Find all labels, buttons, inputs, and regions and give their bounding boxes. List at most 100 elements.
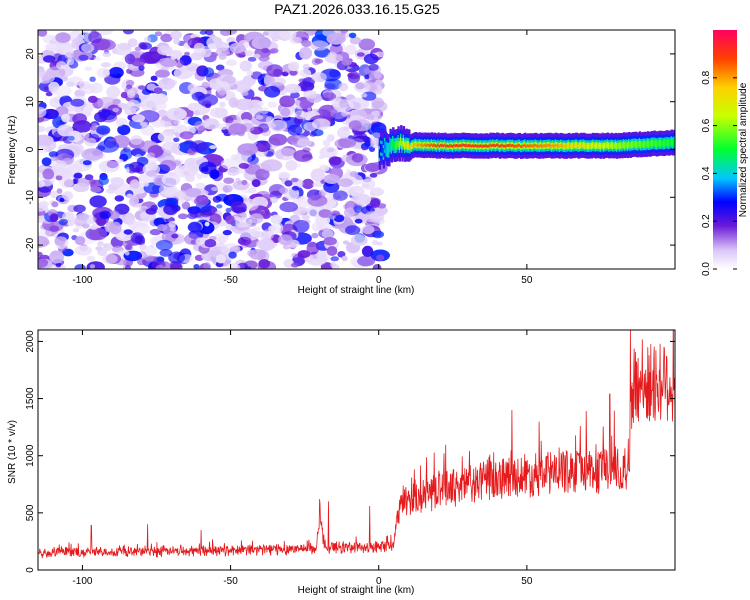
spectrogram-cell	[84, 66, 93, 71]
snr-xlabel: Height of straight line (km)	[298, 585, 415, 596]
spectrogram-cell	[43, 55, 56, 63]
spectrogram-cell	[187, 221, 202, 233]
spectrogram-ridge-cell	[630, 143, 634, 147]
spectrogram-cell	[314, 58, 324, 64]
spectrogram-ridge-cell	[608, 144, 611, 148]
spectrogram-cell	[247, 155, 259, 165]
spectrogram-cell	[202, 118, 220, 130]
spectrogram-cell	[261, 159, 283, 172]
spectrogram-cell	[124, 251, 130, 256]
spectrogram-ridge-cell	[461, 143, 464, 147]
spectrogram-cell	[181, 201, 191, 210]
spectrogram-ridge-cell	[626, 144, 630, 148]
spectrogram-cell	[187, 83, 198, 93]
spectrogram-ridge-cell	[489, 143, 492, 147]
spectrogram-cell	[157, 131, 174, 143]
spectrogram-cell	[211, 186, 219, 192]
spectrogram-ridge-cell	[540, 143, 543, 147]
spectrogram-cell	[318, 189, 328, 197]
spectrogram-cell	[72, 228, 80, 233]
colorbar-tick-label: 0.2	[701, 214, 712, 228]
colorbar-ticks: 0.0 0.2 0.4 0.6 0.8	[701, 70, 737, 276]
spectrogram-ylabel: Frequency (Hz)	[7, 116, 18, 185]
spectrogram-ytick-label: -20	[25, 237, 36, 252]
spectrogram-cell	[72, 113, 87, 125]
spectrogram-ridge-cell	[449, 144, 452, 148]
spectrogram-cell	[38, 125, 46, 133]
spectrogram-cell	[218, 90, 226, 96]
spectrogram-cell	[74, 264, 86, 269]
spectrogram-cell	[370, 198, 381, 208]
spectrogram-cell	[346, 168, 351, 173]
snr-ytick-label: 1000	[25, 444, 36, 467]
spectrogram-ridge-cell	[521, 144, 524, 148]
spectrogram-cell	[185, 187, 202, 198]
spectrogram-cell	[324, 78, 343, 90]
spectrogram-ridge-cell	[389, 143, 392, 147]
spectrogram-ridge-cell	[541, 144, 544, 148]
spectrogram-cell	[120, 148, 133, 160]
spectrogram-ridge-cell	[565, 144, 568, 148]
spectrogram-ridge-cell	[504, 144, 507, 148]
spectrogram-cell	[86, 255, 96, 261]
spectrogram-cell	[130, 135, 143, 146]
spectrogram-cell	[108, 67, 124, 79]
spectrogram-ridge-cell	[382, 150, 386, 155]
spectrogram-cell	[140, 212, 149, 218]
spectrogram-ridge-cell	[554, 143, 558, 147]
spectrogram-cell	[170, 54, 177, 60]
spectrogram-cell	[227, 168, 240, 176]
spectrogram-cell	[38, 202, 48, 212]
spectrogram-cell	[341, 255, 348, 262]
spectrogram-cell	[299, 46, 313, 60]
spectrogram-ridge-cell	[613, 144, 616, 148]
spectrogram-cell	[123, 229, 133, 235]
spectrogram-cell	[86, 261, 105, 269]
spectrogram-cell	[43, 86, 49, 91]
spectrogram-ridge-cell	[536, 144, 539, 148]
spectrogram-cell	[293, 149, 313, 162]
spectrogram-ridge-cell	[657, 142, 660, 145]
spectrogram-ridge-cell	[500, 144, 503, 148]
spectrogram-cell	[38, 71, 56, 84]
spectrogram-cell	[347, 71, 361, 80]
spectrogram-ridge-cell	[524, 143, 527, 147]
spectrogram-ridge-cell	[596, 143, 599, 147]
spectrogram-cell	[372, 264, 382, 269]
spectrogram-cell	[173, 119, 181, 125]
spectrogram-cell	[194, 102, 201, 108]
spectrogram-cell	[310, 168, 326, 182]
spectrogram-cell	[140, 51, 161, 64]
spectrogram-xlabel: Height of straight line (km)	[298, 285, 415, 296]
spectrogram-ridge-cell	[444, 143, 447, 147]
spectrogram-cell	[108, 221, 122, 235]
spectrogram-cell	[54, 235, 66, 246]
spectrogram-ridge-cell	[381, 146, 384, 151]
spectrogram-cell	[326, 134, 335, 142]
spectrogram-cell	[292, 196, 313, 208]
spectrogram-cell	[275, 147, 297, 161]
spectrogram-cell	[278, 234, 293, 246]
spectrogram-cell	[178, 199, 186, 204]
spectrogram-ridge-cell	[477, 144, 480, 148]
spectrogram-cell	[124, 244, 133, 251]
spectrogram-cell	[146, 100, 156, 109]
spectrogram-cell	[229, 264, 241, 269]
spectrogram-ridge-cell	[434, 144, 438, 148]
spectrogram-cell	[369, 173, 378, 178]
spectrogram-cell	[226, 59, 237, 66]
spectrogram-cell	[265, 116, 275, 124]
spectrogram-cell	[195, 237, 205, 246]
spectrogram-cell	[301, 40, 312, 47]
spectrogram-ridge-cell	[458, 144, 462, 148]
spectrogram-cell	[156, 164, 170, 175]
spectrogram-cell	[82, 160, 92, 166]
spectrogram-ridge-cell	[402, 140, 406, 145]
spectrogram-cell	[50, 190, 58, 199]
spectrogram-ridge-cell	[585, 144, 588, 148]
spectrogram-ridge-cell	[393, 143, 396, 148]
spectrogram-cell	[333, 190, 348, 201]
spectrogram-cell	[207, 43, 217, 49]
spectrogram-cell	[350, 234, 366, 246]
